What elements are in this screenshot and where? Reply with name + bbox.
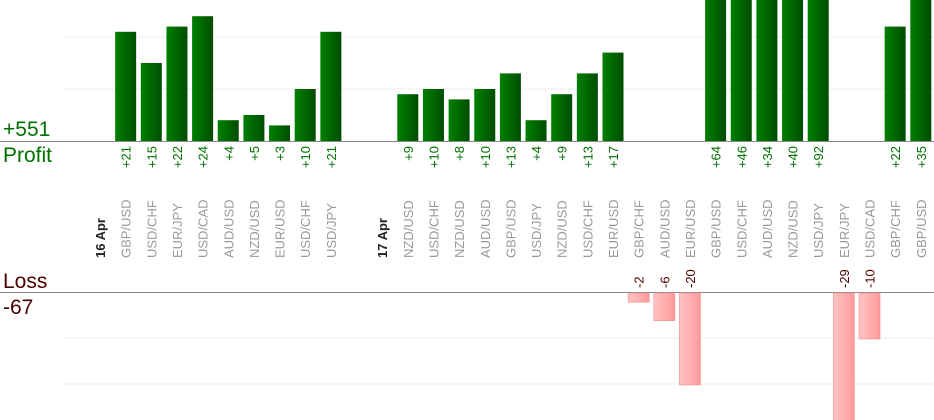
profit-value-label: +92 — [811, 146, 826, 168]
loss-value-label: -10 — [863, 269, 878, 288]
pair-label: AUD/USD — [657, 199, 672, 258]
pair-label: GBP/CHF — [632, 200, 647, 258]
pair-label: NZD/USD — [247, 200, 262, 258]
profit-value-label: +15 — [144, 146, 159, 168]
profit-value-label: +4 — [221, 146, 236, 161]
profit-value-label: +9 — [555, 146, 570, 161]
profit-value-label: +10 — [298, 146, 313, 168]
pair-label: USD/CHF — [144, 200, 159, 258]
loss-bar — [858, 292, 881, 340]
loss-bar — [627, 292, 650, 303]
pair-label: USD/CHF — [426, 200, 441, 258]
profit-value-label: +3 — [273, 146, 288, 161]
profit-value-label: +5 — [247, 146, 262, 161]
date-label: 16 Apr — [93, 218, 108, 258]
profit-bar — [294, 89, 316, 141]
profit-bar — [474, 89, 496, 141]
pair-label: EUR/USD — [273, 199, 288, 258]
profit-total: +551 — [3, 118, 51, 141]
profit-value-label: +40 — [786, 146, 801, 168]
pair-label: USD/CAD — [196, 199, 211, 258]
pair-label: USD/JPY — [811, 203, 826, 258]
profit-bar — [525, 120, 547, 141]
date-label: 17 Apr — [375, 218, 390, 258]
pair-label: USD/JPY — [324, 203, 339, 258]
profit-bar — [217, 120, 239, 141]
profit-bar — [320, 31, 342, 141]
profit-bar — [140, 63, 162, 141]
pair-label: AUD/USD — [221, 199, 236, 258]
pair-label: NZD/USD — [452, 200, 467, 258]
pair-label: NZD/USD — [555, 200, 570, 258]
profit-value-label: +21 — [324, 146, 339, 168]
profit-bar — [551, 94, 573, 141]
profit-value-label: +13 — [503, 146, 518, 168]
loss-bar — [653, 292, 676, 321]
profit-bar — [782, 0, 804, 141]
profit-bar — [422, 89, 444, 141]
profit-value-label: +35 — [914, 146, 929, 168]
pair-label: USD/JPY — [529, 203, 544, 258]
pair-label: AUD/USD — [760, 199, 775, 258]
profit-bar — [730, 0, 752, 141]
loss-total: -67 — [3, 296, 34, 319]
profit-bar — [448, 99, 470, 141]
profit-value-label: +13 — [580, 146, 595, 168]
profit-value-label: +17 — [606, 146, 621, 168]
profit-value-label: +21 — [119, 146, 134, 168]
pair-label: GBP/USD — [503, 199, 518, 258]
profit-bar — [115, 31, 137, 141]
profit-value-label: +34 — [760, 146, 775, 168]
profit-label: Profit — [3, 144, 53, 167]
pair-label: NZD/USD — [401, 200, 416, 258]
pair-label: USD/CHF — [580, 200, 595, 258]
profit-value-label: +10 — [478, 146, 493, 168]
pair-label: NZD/USD — [786, 200, 801, 258]
pair-label: GBP/USD — [914, 199, 929, 258]
profit-value-label: +46 — [734, 146, 749, 168]
pair-label: EUR/USD — [606, 199, 621, 258]
profit-bar — [884, 26, 906, 142]
profit-bar — [576, 73, 598, 141]
profit-value-label: +22 — [170, 146, 185, 168]
profit-bar — [192, 16, 214, 142]
profit-value-label: +4 — [529, 146, 544, 161]
profit-bar — [397, 94, 419, 141]
pair-label: GBP/USD — [709, 199, 724, 258]
profit-bar — [166, 26, 188, 142]
profit-bar — [243, 115, 265, 141]
profit-bar — [499, 73, 521, 141]
profit-value-label: +64 — [709, 146, 724, 168]
pair-label: EUR/USD — [683, 199, 698, 258]
loss-value-label: -2 — [632, 276, 647, 288]
profit-bar — [705, 0, 727, 141]
profit-value-label: +9 — [401, 146, 416, 161]
profit-value-label: +22 — [888, 146, 903, 168]
pair-label: AUD/USD — [478, 199, 493, 258]
profit-bar — [602, 52, 624, 141]
pair-label: USD/CHF — [298, 200, 313, 258]
profit-value-label: +8 — [452, 146, 467, 161]
profit-value-label: +24 — [196, 146, 211, 168]
loss-bar — [833, 292, 855, 420]
pair-label: USD/CHF — [734, 200, 749, 258]
pair-label: EUR/JPY — [170, 203, 185, 258]
loss-value-label: -29 — [837, 269, 852, 288]
loss-bar — [679, 292, 701, 386]
pair-label: GBP/USD — [119, 199, 134, 258]
pair-label: EUR/JPY — [837, 203, 852, 258]
loss-value-label: -6 — [657, 276, 672, 288]
profit-bar — [910, 0, 932, 141]
profit-bar — [807, 0, 829, 141]
pair-label: USD/CAD — [863, 199, 878, 258]
profit-bar — [269, 125, 291, 141]
pair-label: GBP/CHF — [888, 200, 903, 258]
loss-label: Loss — [3, 270, 48, 293]
loss-value-label: -20 — [683, 269, 698, 288]
profit-bar — [756, 0, 778, 141]
profit-value-label: +10 — [426, 146, 441, 168]
